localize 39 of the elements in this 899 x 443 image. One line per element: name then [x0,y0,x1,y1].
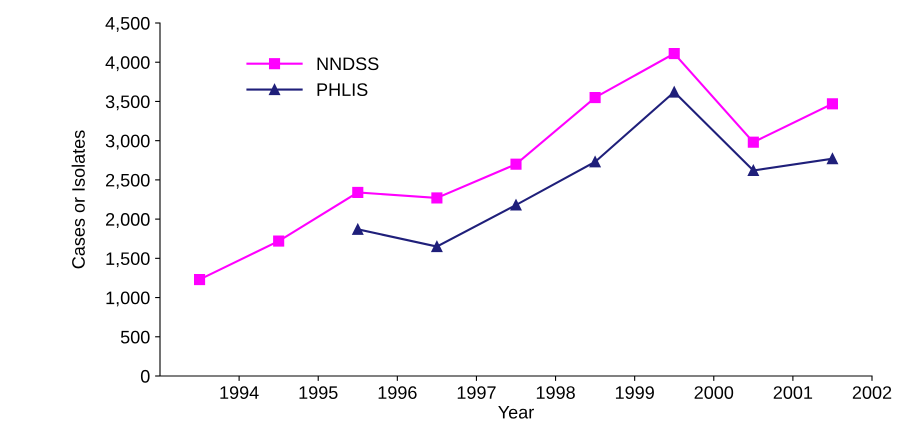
y-tick-label: 1,500 [106,252,150,268]
y-tick-label: 3,500 [106,95,150,110]
x-tick-label: 1997 [458,386,496,399]
point [431,192,442,204]
point [510,199,522,211]
point [826,153,838,164]
y-tick-label: 4,500 [106,16,150,32]
point [748,136,759,148]
point [826,98,838,110]
legend-label: NNDSS [318,57,378,70]
y-tick-label: 3,000 [106,134,150,150]
x-tick-label: 1999 [616,386,654,399]
y-tick-label: 1,000 [106,291,150,306]
point [510,158,522,170]
point [748,164,759,176]
x-tick-label: 2001 [774,386,812,399]
y-axis-title: Cases or Isolates [72,130,85,268]
y-tick-label: 500 [120,330,150,344]
x-tick-label: 1996 [378,386,417,399]
point [590,92,601,104]
point [668,48,680,60]
x-axis-title: Year [498,406,534,419]
y-tick-label: 2,500 [106,174,150,189]
x-tick-label: 1995 [300,386,338,399]
x-tick-label: 1994 [220,386,259,399]
point [668,86,680,98]
point [431,241,442,252]
point [590,156,601,168]
x-tick-label: 2000 [694,386,734,399]
y-tick-label: 2,000 [106,213,150,228]
y-tick-label: 4,000 [106,56,150,72]
point [194,274,206,286]
point [352,186,364,198]
point [273,236,284,247]
y-tick-label: 0 [140,370,150,383]
x-tick-label: 1998 [536,386,575,399]
x-tick-label: 2002 [852,386,892,399]
point [352,224,364,235]
legend-label: PHLIS [318,83,368,96]
